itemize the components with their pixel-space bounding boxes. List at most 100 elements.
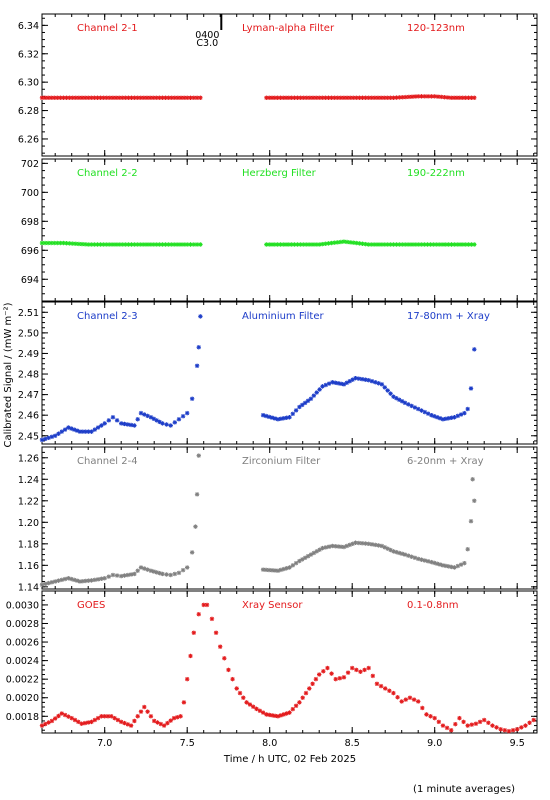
- data-point: [307, 686, 312, 691]
- data-point: [106, 574, 112, 579]
- data-point: [378, 683, 384, 689]
- data-point: [523, 723, 528, 728]
- data-point: [302, 400, 308, 406]
- data-point: [457, 715, 462, 721]
- data-series: [39, 453, 477, 587]
- data-point: [204, 602, 210, 608]
- data-point: [116, 95, 122, 100]
- data-point: [406, 553, 411, 558]
- data-point: [416, 242, 421, 247]
- data-point: [468, 519, 474, 524]
- data-point: [138, 709, 144, 714]
- data-point: [198, 314, 203, 319]
- panel-1: 6.26 6.28 6.30 6.32 6.34 Channel 2-1 Lyman-alp…: [18, 13, 538, 157]
- y-tick-label: 1.16: [18, 561, 39, 572]
- y-tick-label: 0.0018: [6, 712, 39, 723]
- data-point: [317, 387, 322, 392]
- data-point: [241, 695, 246, 700]
- data-point: [234, 686, 239, 691]
- data-point: [102, 421, 107, 426]
- data-point: [354, 667, 359, 673]
- y-tick-label: 6.26: [18, 134, 39, 145]
- y-tick-label: 698: [21, 217, 39, 228]
- data-point: [436, 719, 442, 725]
- y-tick-label: 2.47: [18, 390, 39, 401]
- data-point: [43, 436, 48, 442]
- data-point: [176, 417, 182, 422]
- data-point: [189, 550, 195, 555]
- y-tick-label: 6.30: [18, 78, 39, 89]
- panel-title-right: 17-80nm + Xray: [407, 311, 490, 322]
- data-point: [196, 612, 201, 617]
- data-point: [148, 714, 154, 719]
- data-point: [498, 727, 503, 732]
- data-point: [422, 94, 427, 99]
- y-tick-label: 700: [21, 188, 39, 199]
- data-point: [194, 363, 200, 368]
- data-point: [293, 703, 299, 708]
- data-point: [123, 95, 128, 100]
- data-point: [360, 241, 365, 246]
- data-point: [112, 715, 117, 721]
- data-point: [369, 242, 374, 247]
- panel-title-mid: Lyman-alpha Filter: [242, 23, 335, 34]
- data-point: [490, 723, 495, 728]
- data-point: [394, 242, 399, 247]
- data-point: [198, 242, 203, 247]
- data-point: [226, 667, 231, 673]
- data-point: [53, 716, 58, 721]
- data-point: [385, 388, 390, 393]
- data-point: [482, 717, 487, 723]
- data-point: [82, 242, 88, 247]
- panel-title-mid: Zirconium Filter: [242, 456, 321, 467]
- data-point: [293, 408, 299, 413]
- data-point: [432, 94, 437, 99]
- data-point: [178, 95, 184, 100]
- data-point: [469, 722, 475, 727]
- data-point: [269, 713, 275, 718]
- data-point: [292, 95, 297, 100]
- data-point: [138, 242, 143, 247]
- data-point: [267, 95, 272, 100]
- data-point: [416, 556, 421, 562]
- data-point: [175, 715, 180, 720]
- x-tick-label: 9.0: [427, 738, 442, 749]
- data-point: [101, 95, 106, 100]
- panel-title-mid: Herzberg Filter: [242, 168, 317, 179]
- data-point: [297, 404, 302, 410]
- data-point: [290, 411, 295, 417]
- data-point: [372, 95, 378, 100]
- data-point: [400, 95, 405, 100]
- data-point: [119, 421, 124, 426]
- data-point: [168, 718, 173, 723]
- data-point: [301, 95, 306, 100]
- data-point: [209, 616, 215, 622]
- data-point: [366, 378, 371, 383]
- data-point: [519, 725, 524, 730]
- data-point: [144, 95, 150, 100]
- data-point: [510, 728, 516, 733]
- data-point: [128, 572, 134, 577]
- y-tick-label: 6.32: [18, 49, 39, 60]
- data-point: [132, 571, 137, 577]
- data-point: [383, 686, 388, 691]
- data-point: [122, 421, 127, 427]
- data-point: [79, 95, 85, 100]
- data-point: [358, 669, 363, 674]
- data-point: [172, 420, 178, 425]
- panel-title-left: GOES: [77, 600, 105, 611]
- data-point: [106, 418, 112, 423]
- data-point: [373, 542, 378, 548]
- data-point: [420, 705, 425, 711]
- panel-title-right: 190-222nm: [407, 168, 465, 179]
- data-point: [353, 540, 358, 545]
- data-point: [440, 417, 446, 422]
- data-point: [144, 242, 150, 247]
- y-tick-label: 6.34: [18, 21, 39, 32]
- data-point: [39, 582, 45, 587]
- data-point: [113, 95, 119, 100]
- data-point: [374, 681, 380, 687]
- data-point: [191, 630, 196, 635]
- data-point: [333, 380, 338, 385]
